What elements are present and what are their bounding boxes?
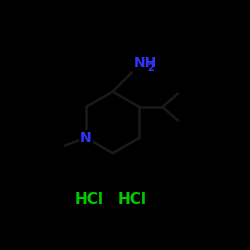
Text: N: N	[80, 131, 92, 145]
Text: 2: 2	[147, 63, 154, 73]
Text: HCl: HCl	[118, 192, 146, 207]
Text: HCl: HCl	[75, 192, 104, 207]
Text: NH: NH	[134, 56, 157, 70]
